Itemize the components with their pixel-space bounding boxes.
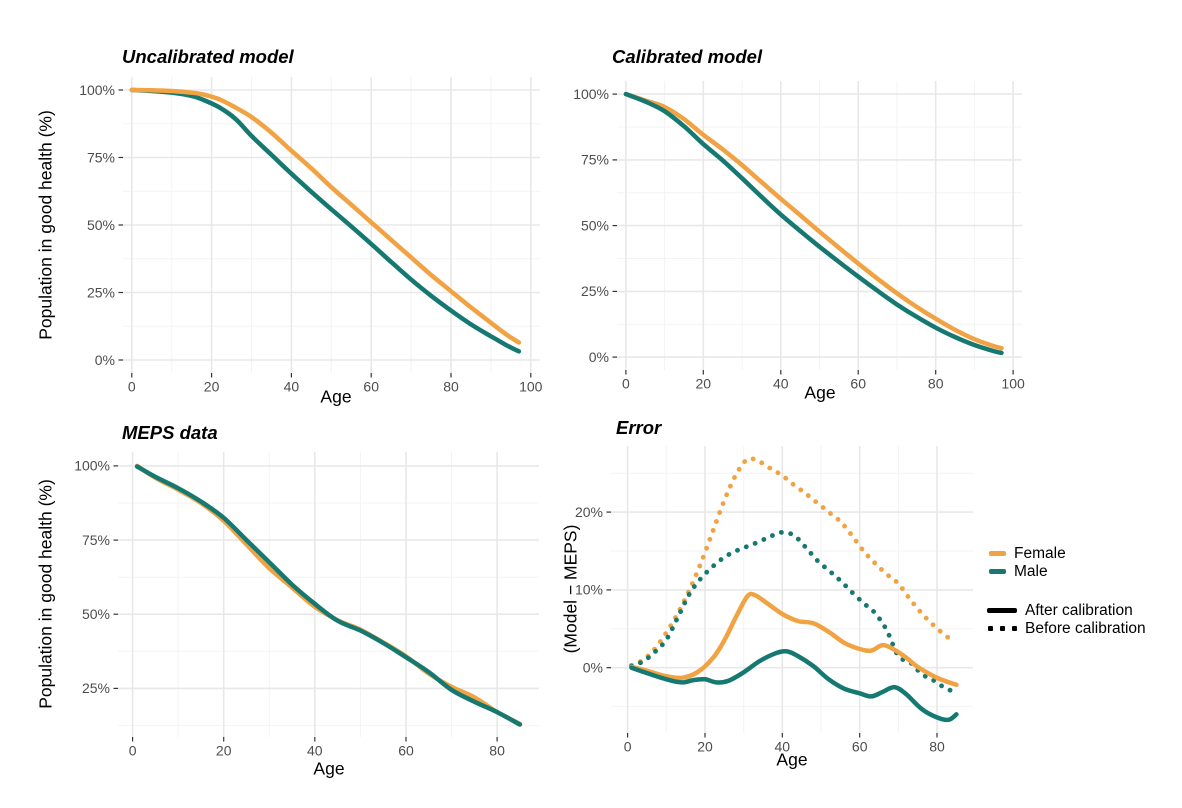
meps-chart-title: MEPS data [122,422,218,443]
meps-plot: 0 20 40 60 80 25% 50% 75% 100% [74,452,539,759]
error-x-axis-title: Age [776,749,808,770]
legend-label-male: Male [1014,562,1048,580]
calibrated-y-tick-label: 50% [581,217,609,233]
error-x-tick-label: 0 [624,739,632,755]
uncalibrated-x-tick-label: 60 [363,379,379,395]
uncalibrated-y-tick-label: 100% [79,82,115,98]
calibrated-x-tick-label: 0 [622,376,630,392]
meps-x-tick-label: 40 [307,743,323,759]
meps-x-tick-label: 20 [216,743,232,759]
uncalibrated-chart-title: Uncalibrated model [122,46,294,67]
meps-y-tick-label: 100% [74,458,110,474]
uncalibrated-x-tick-label: 100 [519,379,543,395]
error-axis-ticks: 0 20 40 60 80 0% 10% 20% [575,504,945,755]
calibrated-x-axis-title: Age [804,382,836,403]
error-x-tick-label: 40 [775,739,791,755]
calibrated-female-line [623,91,1004,351]
calibrated-x-tick-label: 60 [850,376,866,392]
uncalibrated-male-line [129,87,522,354]
uncalibrated-female-line [129,87,522,345]
meps-male-line [134,464,523,727]
error-y-tick-label: 0% [583,660,603,676]
meps-female-line [134,463,523,727]
female-color-swatch [989,551,1006,556]
uncalibrated-x-axis-title: Age [320,386,352,407]
legend-item-before-calibration: Before calibration [987,620,1146,637]
error-x-tick-label: 60 [852,739,868,755]
calibrated-series [623,91,1004,356]
uncalibrated-x-tick-label: 40 [284,379,300,395]
legend-item-male: Male [989,563,1048,580]
error-male-before-calibration-line [629,529,955,694]
calibrated-chart-title: Calibrated model [612,46,763,67]
calibrated-y-tick-label: 25% [581,283,609,299]
meps-x-axis-title: Age [313,758,345,779]
calibrated-y-tick-label: 0% [589,349,609,365]
calibrated-x-tick-label: 100 [1001,376,1025,392]
uncalibrated-x-tick-label: 20 [204,379,220,395]
meps-x-tick-label: 80 [489,743,505,759]
meps-y-tick-label: 50% [82,606,110,622]
calibrated-x-tick-label: 40 [773,376,789,392]
uncalibrated-y-tick-label: 25% [87,284,115,300]
uncalibrated-y-axis-title: Population in good health (%) [35,110,56,340]
calibrated-major-gridlines [617,81,1022,370]
error-male-after-calibration-line [629,648,959,723]
meps-series [134,463,523,727]
meps-x-tick-label: 60 [398,743,414,759]
calibrated-male-line [623,91,1004,356]
meps-minor-gridlines [118,452,539,737]
uncalibrated-y-tick-label: 50% [87,217,115,233]
uncalibrated-y-tick-label: 75% [87,149,115,165]
meps-major-gridlines [118,452,539,737]
solid-linetype-swatch [987,608,1017,613]
calibrated-x-tick-label: 20 [696,376,712,392]
meps-x-tick-label: 0 [129,743,137,759]
uncalibrated-y-tick-label: 0% [95,352,115,368]
uncalibrated-x-tick-label: 80 [443,379,459,395]
error-chart-title: Error [616,417,662,438]
error-x-tick-label: 20 [697,739,713,755]
legend-label-before-calibration: Before calibration [1025,619,1146,637]
error-major-gridlines [611,446,973,733]
legend-label-female: Female [1014,544,1066,562]
error-plot: 0 20 40 60 80 0% 10% 20% [575,446,973,755]
legend-item-after-calibration: After calibration [987,602,1133,619]
error-female-before-calibration-line [629,456,955,668]
meps-axis-ticks: 0 20 40 60 80 25% 50% 75% 100% [74,458,505,759]
error-y-axis-title: (Model − MEPS) [560,524,581,654]
error-y-tick-label: 20% [575,504,603,520]
meps-y-tick-label: 75% [82,532,110,548]
calibrated-axis-ticks: 0 20 40 60 80 100 0% 25% 50% 75% 100% [573,86,1025,392]
calibrated-y-tick-label: 100% [573,86,609,102]
uncalibrated-x-tick-label: 0 [128,379,136,395]
male-color-swatch [989,569,1006,574]
meps-y-tick-label: 25% [82,680,110,696]
uncalibrated-axis-ticks: 0 20 40 60 80 100 0% 25% 50% 75% 100% [79,82,543,395]
calibrated-plot: 0 20 40 60 80 100 0% 25% 50% 75% 100% [573,81,1025,392]
uncalibrated-series [129,87,522,354]
meps-y-axis-title: Population in good health (%) [35,479,56,709]
dotted-linetype-swatch [987,626,1017,631]
error-y-tick-label: 10% [575,582,603,598]
uncalibrated-plot: 0 20 40 60 80 100 0% 25% 50% 75% 100% [79,77,543,395]
calibrated-y-tick-label: 75% [581,152,609,168]
error-x-tick-label: 80 [929,739,945,755]
legend-item-female: Female [989,545,1066,562]
error-series [629,456,959,723]
error-female-after-calibration-line [629,591,959,688]
legend-label-after-calibration: After calibration [1025,601,1133,619]
calibrated-x-tick-label: 80 [928,376,944,392]
